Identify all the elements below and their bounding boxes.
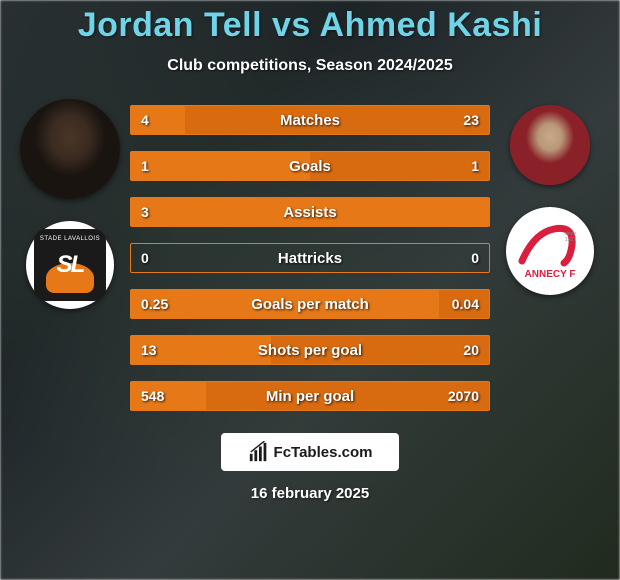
club-right-text: ANNECY F [525, 269, 576, 280]
stat-value-right: 2070 [448, 388, 479, 404]
stat-bar: 13 Shots per goal 20 [130, 335, 490, 365]
player-right-avatar [510, 105, 590, 185]
stat-label: Hattricks [278, 250, 342, 267]
player-left-avatar [20, 99, 120, 199]
bar-fill-left [131, 152, 310, 180]
stat-label: Assists [283, 204, 336, 221]
stat-value-left: 548 [141, 388, 164, 404]
comparison-card: Jordan Tell vs Ahmed Kashi Club competit… [0, 0, 620, 580]
stat-bar: 1 Goals 1 [130, 151, 490, 181]
stat-label: Goals per match [251, 296, 369, 313]
stat-value-left: 0.25 [141, 296, 168, 312]
stat-label: Goals [289, 158, 331, 175]
right-side: ANNECY F since 1927 [490, 99, 610, 295]
stat-bar: 0 Hattricks 0 [130, 243, 490, 273]
content-row: STADE LAVALLOIS SL 4Matches231Goals13Ass… [0, 99, 620, 417]
stat-value-left: 0 [141, 250, 149, 266]
svg-text:1927: 1927 [565, 237, 576, 243]
brand-logo: FcTables.com [221, 433, 399, 471]
player-right-club-logo: ANNECY F since 1927 [506, 207, 594, 295]
bar-fill-left [131, 106, 185, 134]
stat-bar: 4 Matches 23 [130, 105, 490, 135]
stat-value-left: 3 [141, 204, 149, 220]
stat-value-right: 1 [471, 158, 479, 174]
stat-label: Shots per goal [258, 342, 362, 359]
stat-bar: 0.25 Goals per match 0.04 [130, 289, 490, 319]
page-title: Jordan Tell vs Ahmed Kashi [78, 6, 543, 45]
stat-value-left: 4 [141, 112, 149, 128]
subtitle: Club competitions, Season 2024/2025 [167, 57, 452, 75]
bar-fill-right [310, 152, 489, 180]
stat-value-right: 0.04 [452, 296, 479, 312]
stat-label: Matches [280, 112, 340, 129]
stat-bar: 548 Min per goal 2070 [130, 381, 490, 411]
left-side: STADE LAVALLOIS SL [10, 99, 130, 309]
stat-value-right: 0 [471, 250, 479, 266]
stat-label: Min per goal [266, 388, 354, 405]
stat-value-right: 20 [463, 342, 479, 358]
brand-text: FcTables.com [274, 444, 373, 461]
club-left-initials: SL [57, 251, 84, 279]
stat-value-left: 1 [141, 158, 149, 174]
player-left-club-logo: STADE LAVALLOIS SL [26, 221, 114, 309]
stat-value-left: 13 [141, 342, 157, 358]
stat-bar: 3 Assists [130, 197, 490, 227]
club-left-top-text: STADE LAVALLOIS [40, 236, 100, 242]
date-text: 16 february 2025 [251, 485, 369, 502]
chart-icon [248, 441, 270, 463]
stat-value-right: 23 [463, 112, 479, 128]
stats-bars: 4Matches231Goals13Assists0Hattricks00.25… [130, 99, 490, 417]
